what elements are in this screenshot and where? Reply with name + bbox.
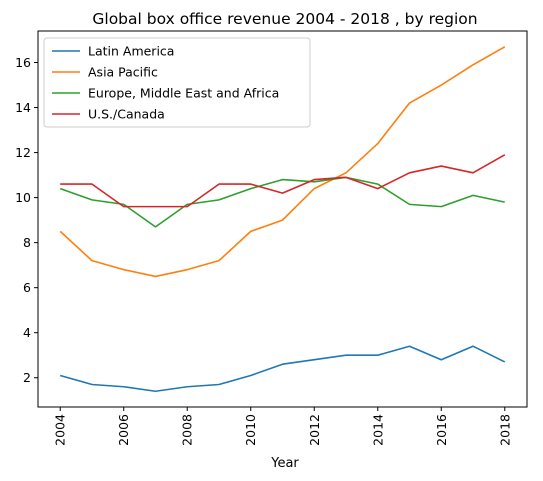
x-tick-label: 2008 <box>180 414 195 446</box>
legend-label: Europe, Middle East and Africa <box>88 86 279 101</box>
x-tick-label: 2010 <box>243 414 258 446</box>
y-tick-label: 10 <box>15 190 31 205</box>
legend: Latin America Asia Pacific Europe, Middle … <box>44 38 310 127</box>
x-tick-label: 2006 <box>116 414 131 446</box>
y-tick-label: 16 <box>15 55 31 70</box>
y-tick-label: 14 <box>15 100 31 115</box>
legend-label: Latin America <box>88 44 174 59</box>
x-tick-label: 2004 <box>53 414 68 446</box>
x-tick-label: 2016 <box>434 414 449 446</box>
chart-title: Global box office revenue 2004 - 2018 , … <box>92 10 477 28</box>
x-tick-label: 2018 <box>497 414 512 446</box>
x-axis-label: Year <box>270 456 299 471</box>
legend-box <box>44 38 310 127</box>
legend-label: Asia Pacific <box>88 65 158 80</box>
y-tick-label: 8 <box>23 235 31 250</box>
y-tick-label: 12 <box>15 145 31 160</box>
legend-label: U.S./Canada <box>88 107 165 122</box>
y-tick-label: 2 <box>23 370 31 385</box>
y-tick-label: 4 <box>23 325 31 340</box>
x-tick-label: 2012 <box>307 414 322 446</box>
x-tick-label: 2014 <box>370 414 385 446</box>
y-tick-label: 6 <box>23 280 31 295</box>
